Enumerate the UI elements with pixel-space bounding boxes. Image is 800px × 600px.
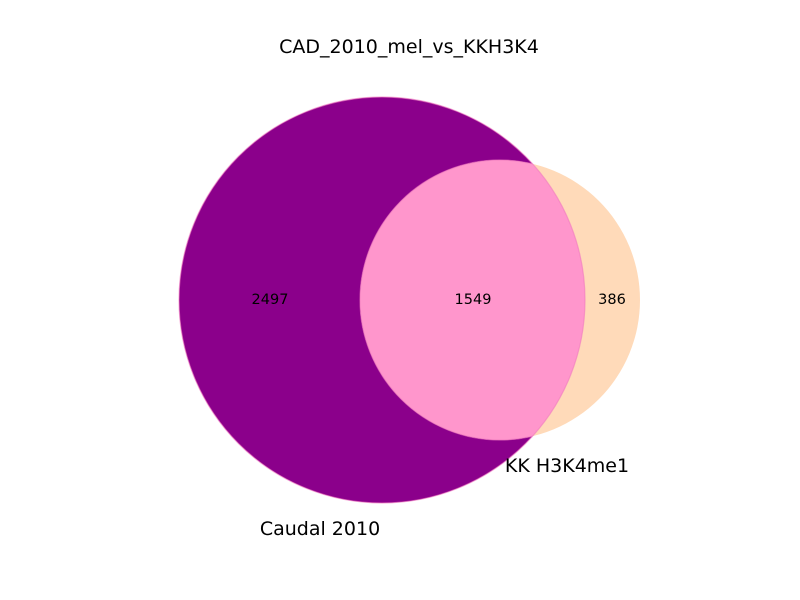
set-a-edge (178, 96, 586, 504)
set-b-edge (359, 159, 585, 441)
set-a-label: Caudal 2010 (260, 518, 380, 540)
diagram-title: CAD_2010_mel_vs_KKH3K4 (279, 36, 539, 58)
count-only-a: 2497 (252, 292, 289, 308)
count-only-b: 386 (598, 292, 626, 308)
set-b-label: KK H3K4me1 (505, 455, 629, 477)
intersection-region (360, 160, 585, 440)
count-both: 1549 (455, 292, 492, 308)
